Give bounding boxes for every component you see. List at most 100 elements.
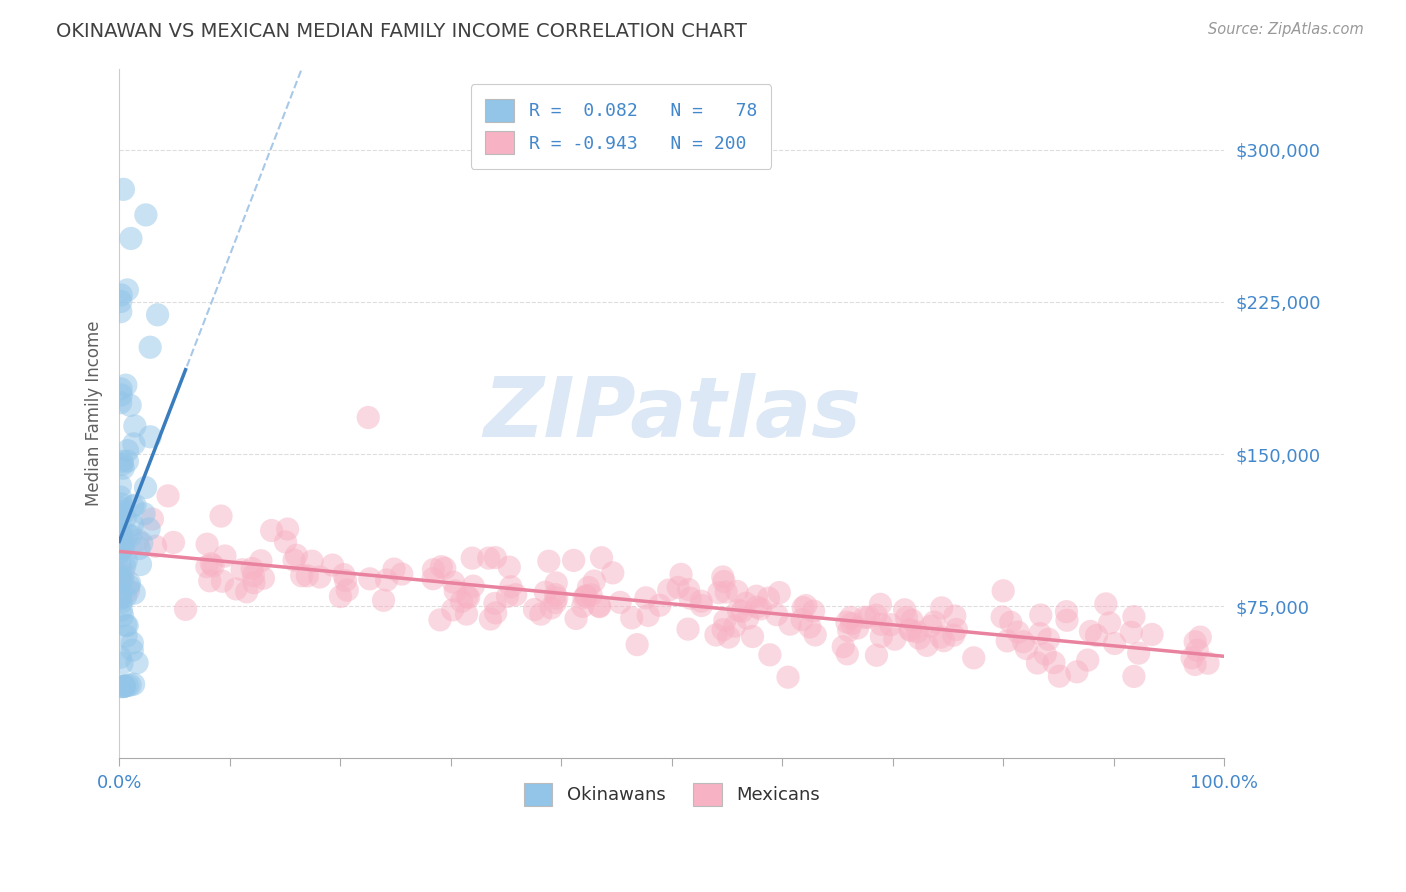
Point [110, 603, 132, 617]
Point [588, 599, 610, 613]
Point [479, 612, 502, 626]
Point [776, 670, 799, 684]
Point [359, 572, 381, 586]
Point [444, 583, 467, 598]
Point [905, 624, 928, 639]
Point [112, 461, 135, 475]
Point [534, 585, 557, 599]
Point [110, 537, 132, 551]
Point [870, 617, 893, 632]
Point [124, 498, 146, 512]
Point [110, 382, 132, 396]
Point [898, 623, 921, 637]
Point [110, 505, 132, 519]
Point [111, 458, 134, 472]
Point [1184, 657, 1206, 672]
Point [122, 677, 145, 691]
Point [141, 512, 163, 526]
Point [139, 340, 162, 354]
Point [242, 568, 264, 582]
Point [209, 509, 232, 524]
Point [110, 589, 132, 603]
Point [870, 629, 893, 643]
Point [484, 597, 506, 611]
Point [901, 613, 924, 627]
Point [579, 588, 602, 602]
Point [832, 640, 855, 654]
Point [122, 437, 145, 451]
Point [117, 527, 139, 541]
Point [893, 603, 915, 617]
Point [322, 558, 344, 572]
Point [111, 507, 134, 521]
Point [540, 600, 562, 615]
Point [145, 539, 167, 553]
Point [572, 591, 595, 605]
Point [749, 602, 772, 616]
Point [441, 603, 464, 617]
Point [131, 536, 153, 550]
Point [727, 603, 749, 617]
Point [110, 650, 132, 665]
Point [110, 591, 132, 606]
Point [124, 419, 146, 434]
Point [575, 589, 598, 603]
Point [565, 611, 588, 625]
Point [118, 579, 141, 593]
Point [117, 583, 139, 598]
Point [1012, 634, 1035, 648]
Point [114, 618, 136, 632]
Point [578, 581, 600, 595]
Point [879, 617, 901, 632]
Point [678, 582, 700, 597]
Point [837, 647, 859, 661]
Point [634, 591, 657, 605]
Point [711, 623, 734, 637]
Point [1184, 634, 1206, 648]
Point [496, 590, 519, 604]
Legend: Okinawans, Mexicans: Okinawans, Mexicans [515, 773, 828, 815]
Point [741, 630, 763, 644]
Point [637, 608, 659, 623]
Point [146, 308, 169, 322]
Point [111, 657, 134, 671]
Point [1066, 665, 1088, 679]
Point [602, 566, 624, 580]
Point [110, 490, 132, 504]
Point [120, 678, 142, 692]
Point [121, 643, 143, 657]
Point [114, 510, 136, 524]
Point [711, 570, 734, 584]
Point [195, 537, 218, 551]
Point [523, 602, 546, 616]
Point [112, 541, 135, 555]
Point [260, 524, 283, 538]
Point [433, 561, 456, 575]
Point [758, 591, 780, 606]
Point [838, 624, 860, 638]
Point [117, 454, 139, 468]
Point [724, 619, 747, 633]
Point [252, 571, 274, 585]
Point [803, 604, 825, 618]
Point [422, 572, 444, 586]
Point [111, 573, 134, 587]
Point [115, 553, 138, 567]
Point [1080, 624, 1102, 639]
Point [530, 607, 553, 621]
Point [110, 501, 132, 516]
Point [932, 633, 955, 648]
Point [1128, 646, 1150, 660]
Point [285, 548, 308, 562]
Point [1026, 656, 1049, 670]
Point [335, 574, 357, 588]
Point [139, 430, 162, 444]
Point [846, 621, 869, 635]
Point [112, 679, 135, 693]
Point [920, 619, 942, 633]
Point [110, 294, 132, 309]
Point [110, 304, 132, 318]
Point [115, 618, 138, 632]
Point [792, 600, 814, 615]
Point [110, 545, 132, 559]
